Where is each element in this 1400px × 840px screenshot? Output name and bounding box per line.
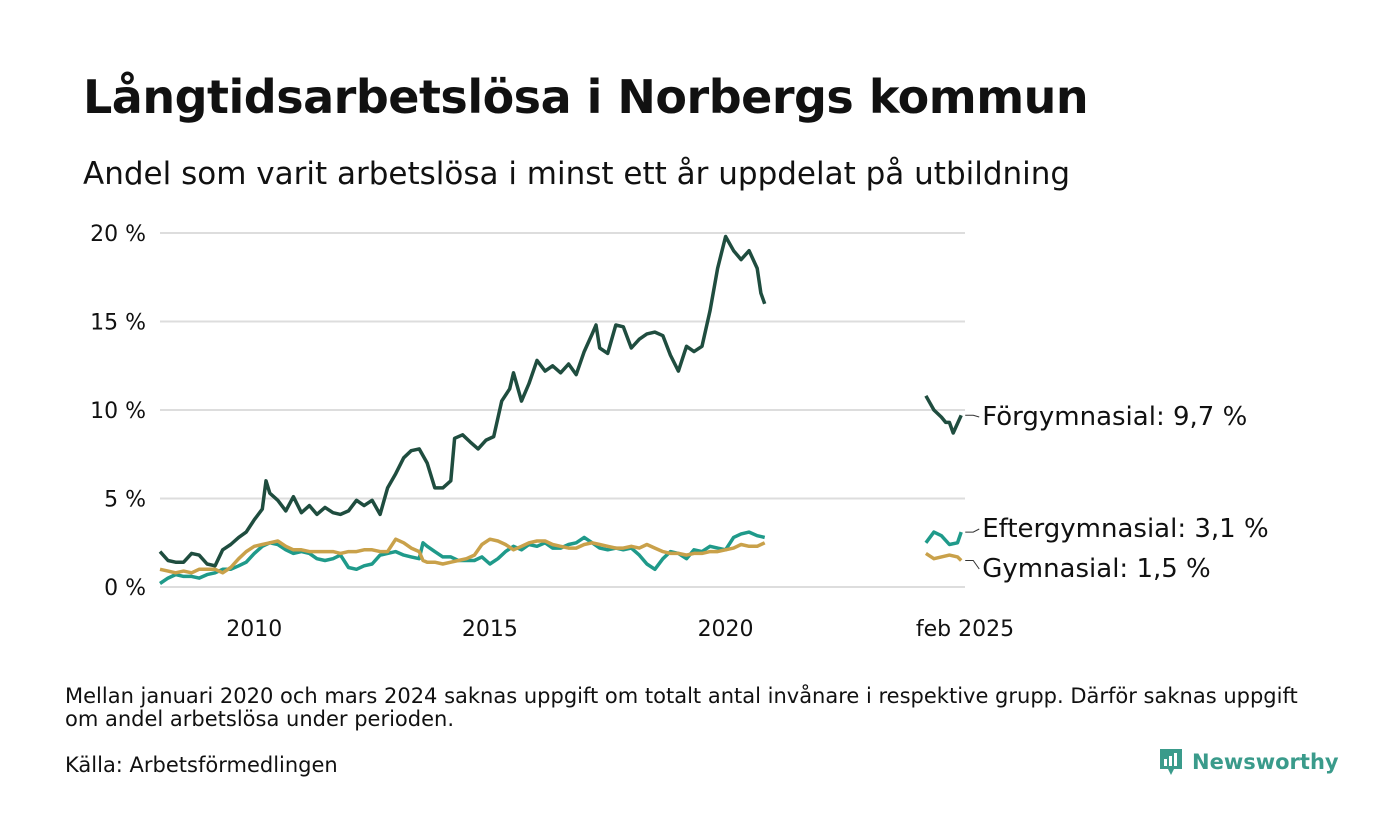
newsworthy-logo-icon <box>1160 749 1182 775</box>
y-tick-label: 15 % <box>90 311 146 336</box>
label-leader-line <box>965 559 980 570</box>
series-line-eftergymnasial <box>159 530 766 585</box>
chart-subtitle: Andel som varit arbetslösa i minst ett å… <box>83 156 1071 192</box>
x-axis-ticks: 2010 2015 2020 feb 2025 <box>226 617 1014 642</box>
series-lines <box>158 234 963 585</box>
label-leader-line <box>965 528 980 533</box>
series-line-förgymnasial <box>158 234 767 568</box>
series-label-förgymnasial: Förgymnasial: 9,7 % <box>982 402 1247 432</box>
series-line-förgymnasial <box>924 394 963 435</box>
series-label-eftergymnasial: Eftergymnasial: 3,1 % <box>982 514 1268 544</box>
brand-logo[interactable]: Newsworthy <box>1158 747 1339 777</box>
gridlines <box>160 232 965 588</box>
series-labels: Förgymnasial: 9,7 % Eftergymnasial: 3,1 %… <box>965 402 1269 584</box>
x-tick-label: 2010 <box>226 617 282 642</box>
y-axis-ticks: 0 % 5 % 10 % 15 % 20 % <box>90 222 146 601</box>
label-leader-line <box>965 414 980 418</box>
y-tick-label: 0 % <box>104 576 146 601</box>
series-line-eftergymnasial <box>924 530 963 547</box>
series-line-gymnasial <box>924 551 963 562</box>
source-text: Källa: Arbetsförmedlingen <box>65 753 338 777</box>
brand-name: Newsworthy <box>1192 750 1339 774</box>
chart-title: Långtidsarbetslösa i Norbergs kommun <box>83 70 1089 124</box>
x-tick-label: 2015 <box>462 617 518 642</box>
line-chart: 0 %5 %10 %15 %20 % 2010 2015 2020 feb 2025 … <box>90 222 1269 642</box>
series-line-gymnasial <box>159 537 766 575</box>
y-tick-label: 10 % <box>90 399 146 424</box>
footnote: Mellan januari 2020 och mars 2024 saknas… <box>65 684 1298 731</box>
series-label-gymnasial: Gymnasial: 1,5 % <box>982 554 1211 584</box>
y-tick-label: 5 % <box>104 488 146 513</box>
x-tick-label: 2020 <box>698 617 754 642</box>
x-tick-label: feb 2025 <box>916 617 1014 642</box>
y-tick-label: 20 % <box>90 222 146 247</box>
